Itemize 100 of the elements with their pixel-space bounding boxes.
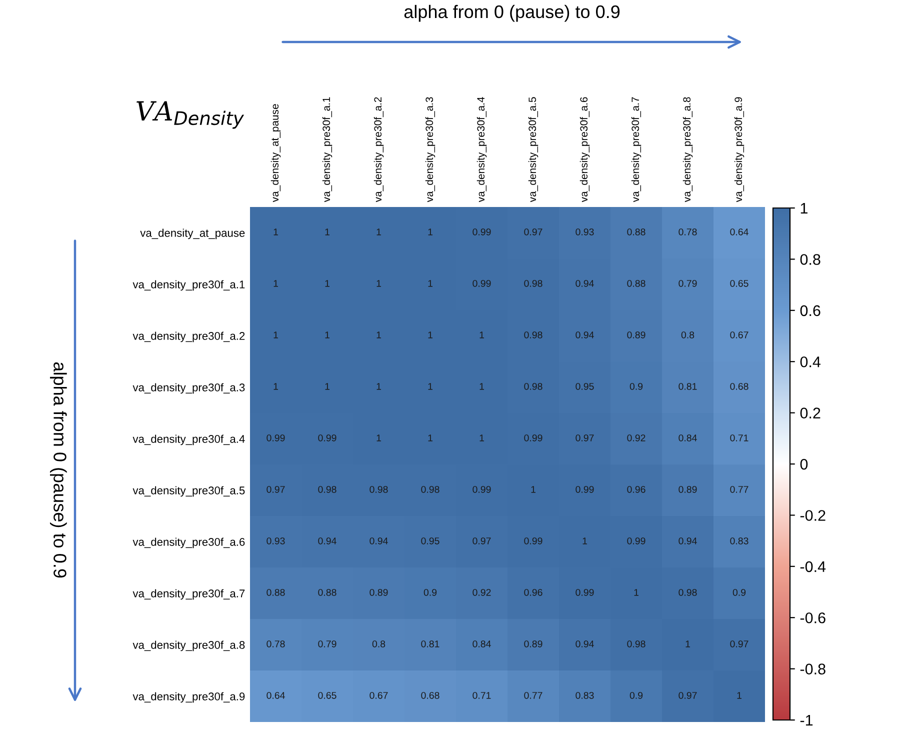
data-label: 1 (634, 589, 638, 596)
data-label: 0.92 (472, 588, 491, 596)
data-label: 0.99 (472, 486, 491, 493)
color-bar-label: 1 (800, 203, 808, 214)
data-label: 0.98 (524, 331, 542, 338)
data-label: 0.99 (524, 434, 542, 442)
color-bar-label: 0 (800, 458, 808, 470)
data-label: 0.79 (318, 640, 336, 648)
data-label: 0.94 (678, 537, 697, 544)
data-label: 1 (325, 332, 330, 338)
data-label: 0.81 (421, 640, 440, 648)
x-tick-label: va_density_pre30f_a.5 (528, 97, 538, 202)
data-label: 1 (686, 640, 690, 648)
data-label: 0.99 (472, 228, 491, 236)
data-label: 0.89 (678, 486, 697, 493)
data-label: 0.95 (421, 537, 440, 544)
data-label: 1 (274, 228, 278, 236)
y-tick-label: va_density_pre30f_a.8 (132, 640, 245, 652)
data-label: 0.88 (627, 228, 646, 236)
color-bar-label: -1 (800, 715, 813, 726)
x-tick-label: va_density_pre30f_a.3 (425, 97, 436, 202)
data-label: 0.97 (266, 486, 285, 493)
data-label: 0.96 (627, 486, 646, 493)
data-label: 0.9 (732, 588, 746, 596)
data-label: 0.9 (424, 588, 437, 596)
data-label: 0.98 (524, 280, 542, 287)
data-label: 1 (376, 434, 381, 442)
data-label: 0.97 (472, 537, 491, 544)
data-label: 0.97 (524, 228, 542, 236)
data-label: 0.97 (730, 640, 748, 648)
x-tick-label: va_density_pre30f_a.9 (734, 97, 744, 202)
data-label: 0.64 (730, 228, 748, 236)
chart-title: VA$_{Density}$ (136, 101, 244, 129)
data-label: 1 (737, 692, 742, 699)
data-label: 0.99 (266, 434, 285, 442)
x-tick-label: va_density_pre30f_a.2 (374, 97, 384, 202)
y-tick-label: va_density_pre30f_a.1 (132, 280, 245, 291)
data-label: 0.88 (318, 588, 336, 596)
data-label: 0.81 (678, 382, 697, 390)
data-label: 0.99 (576, 588, 594, 596)
data-label: 0.98 (524, 382, 542, 390)
data-label: 0.67 (730, 331, 748, 338)
data-label: 0.94 (576, 640, 594, 648)
data-label: 0.9 (630, 692, 643, 699)
data-label: 0.94 (576, 280, 594, 287)
data-label: 0.78 (266, 640, 285, 648)
data-label: 0.95 (576, 382, 594, 390)
data-label: 0.99 (472, 280, 491, 287)
data-label: 1 (428, 228, 432, 236)
data-label: 0.84 (678, 434, 697, 442)
data-label: 1 (376, 280, 381, 287)
data-label: 1 (376, 383, 381, 390)
x-tick-label: va_density_pre30f_a.1 (322, 97, 332, 202)
color-bar-label: 0.6 (800, 305, 820, 316)
data-label: 0.67 (370, 692, 388, 699)
data-label: 1 (480, 332, 484, 338)
data-label: 1 (480, 383, 484, 390)
data-label: 0.93 (266, 537, 285, 544)
data-label: 1 (582, 538, 587, 544)
data-label: 0.89 (370, 588, 388, 596)
color-bar-label: -0.2 (800, 510, 826, 521)
color-bar-label: -0.8 (800, 664, 826, 674)
data-label: 0.94 (576, 331, 594, 338)
data-label: 0.83 (730, 537, 748, 544)
data-label: 1 (428, 332, 432, 338)
y-axis-title: alpha from 0 (pause) to 0.9 (50, 362, 67, 578)
data-label: 1 (428, 434, 432, 442)
data-label: 0.94 (318, 537, 336, 544)
data-label: 1 (376, 228, 381, 236)
data-label: 0.97 (576, 434, 594, 442)
data-label: 0.79 (678, 280, 697, 287)
data-label: 0.88 (266, 588, 285, 596)
data-label: 0.71 (472, 692, 491, 699)
y-tick-label: va_density_pre30f_a.5 (132, 486, 245, 497)
data-label: 1 (428, 383, 432, 390)
data-label: 0.94 (370, 537, 388, 544)
data-label: 0.99 (576, 486, 594, 493)
data-label: 0.9 (630, 382, 643, 390)
x-tick-label: va_density_pre30f_a.4 (476, 97, 487, 202)
data-label: 1 (274, 383, 278, 390)
data-label: 1 (325, 383, 330, 390)
data-label: 0.88 (627, 280, 646, 287)
data-label: 0.84 (472, 640, 491, 648)
color-bar-label: 0.8 (800, 254, 820, 265)
data-label: 0.8 (681, 331, 694, 338)
data-label: 0.68 (730, 382, 748, 390)
data-label: 0.68 (421, 692, 440, 699)
data-label: 0.99 (627, 537, 646, 544)
color-bar-label: 0.4 (800, 356, 821, 368)
data-label: 0.65 (730, 280, 748, 287)
color-bar-label: -0.4 (800, 561, 826, 572)
data-label: 0.65 (318, 692, 336, 699)
y-tick-label: va_density_at_pause (140, 228, 245, 240)
y-tick-label: va_density_pre30f_a.3 (132, 383, 245, 394)
data-label: 0.92 (627, 434, 646, 442)
x-tick-label: va_density_pre30f_a.8 (682, 97, 693, 202)
data-label: 1 (325, 228, 330, 236)
data-label: 1 (376, 332, 381, 338)
data-label: 0.98 (318, 486, 336, 493)
y-tick-label: va_density_pre30f_a.2 (132, 332, 245, 342)
